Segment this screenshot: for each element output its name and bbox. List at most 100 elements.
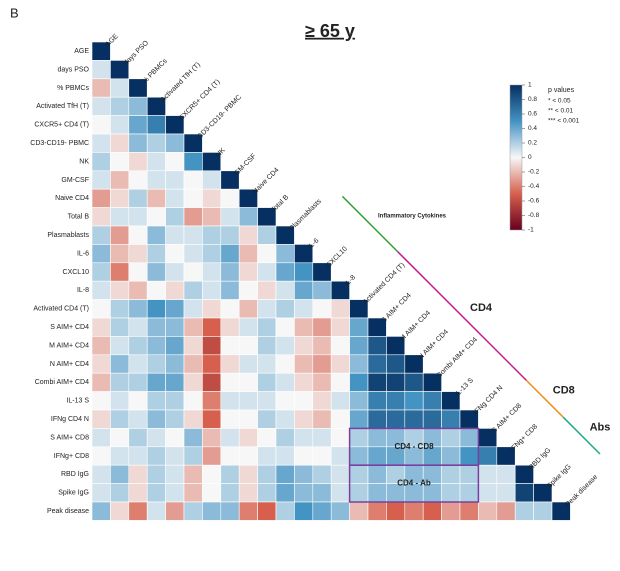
heatmap-cell — [91, 372, 111, 392]
column-label: Spike IgG — [546, 463, 573, 490]
heatmap-cell — [294, 428, 314, 448]
heatmap-cell — [220, 391, 240, 411]
heatmap-cell — [128, 446, 148, 466]
heatmap-cell — [220, 446, 240, 466]
heatmap-cell — [478, 446, 498, 466]
heatmap-cell — [404, 501, 424, 521]
heatmap-cell — [404, 391, 424, 411]
heatmap-cell — [146, 354, 166, 374]
heatmap-cell — [478, 464, 498, 484]
heatmap-cell — [165, 428, 185, 448]
heatmap-cell — [349, 446, 369, 466]
heatmap-cell — [312, 464, 332, 484]
heatmap-cell — [202, 317, 222, 337]
heatmap-cell — [91, 409, 111, 429]
heatmap-cell — [275, 464, 295, 484]
heatmap-cell — [257, 262, 277, 282]
heatmap-cell — [91, 96, 111, 116]
heatmap-cell — [110, 115, 130, 135]
row-label: days PSO — [57, 66, 89, 73]
heatmap-cell — [165, 354, 185, 374]
heatmap-cell — [202, 483, 222, 503]
heatmap-cell — [257, 336, 277, 356]
heatmap-cell — [165, 317, 185, 337]
heatmap-cell — [312, 391, 332, 411]
heatmap-cell — [275, 446, 295, 466]
heatmap-cell — [238, 409, 258, 429]
heatmap-cell — [294, 336, 314, 356]
heatmap-cell — [496, 464, 516, 484]
heatmap-cell — [349, 317, 369, 337]
heatmap-cell — [128, 262, 148, 282]
heatmap-cell — [220, 299, 240, 319]
heatmap-cell — [220, 409, 240, 429]
heatmap-cell — [441, 446, 461, 466]
heatmap-cell — [165, 280, 185, 300]
p-legend-item: * < 0.05 — [548, 98, 571, 105]
heatmap-cell — [128, 170, 148, 190]
colorbar-tick-label: 0.4 — [528, 125, 537, 132]
row-label: Plasmablasts — [47, 232, 89, 239]
heatmap-cell — [202, 244, 222, 264]
heatmap-cell — [146, 262, 166, 282]
heatmap-cell — [91, 225, 111, 245]
column-label: Total B — [270, 194, 290, 214]
colorbar-tick-label: -1 — [528, 227, 534, 234]
heatmap-cell — [183, 280, 203, 300]
column-label: S AIM+ CD4 — [380, 292, 412, 324]
heatmap-cell — [478, 501, 498, 521]
heatmap-cell — [91, 170, 111, 190]
heatmap-cell — [91, 391, 111, 411]
heatmap-cell — [91, 152, 111, 172]
heatmap-cell — [165, 391, 185, 411]
column-label: AGE — [104, 33, 120, 49]
heatmap-cell — [165, 299, 185, 319]
row-label: RBD IgG — [61, 471, 89, 478]
heatmap-cell — [238, 262, 258, 282]
heatmap-cell — [386, 372, 406, 392]
row-label: S AIM+ CD8 — [50, 434, 89, 441]
heatmap-cell — [110, 428, 130, 448]
heatmap-cell — [312, 354, 332, 374]
group-label: CD8 — [553, 385, 575, 397]
heatmap-cell — [91, 60, 111, 80]
heatmap-cell — [257, 483, 277, 503]
heatmap-cell — [275, 244, 295, 264]
heatmap-cell — [183, 483, 203, 503]
heatmap-cell — [220, 501, 240, 521]
heatmap-cell — [257, 317, 277, 337]
heatmap-cell — [202, 188, 222, 208]
heatmap-cell — [459, 428, 479, 448]
heatmap-cell — [202, 446, 222, 466]
heatmap-cell — [257, 299, 277, 319]
heatmap-cell — [202, 336, 222, 356]
row-label: AGE — [74, 48, 89, 55]
row-label: NK — [79, 158, 89, 165]
colorbar-tick-label: -0.6 — [528, 198, 540, 205]
heatmap-cell — [349, 464, 369, 484]
heatmap-cell — [238, 464, 258, 484]
heatmap-cell — [146, 483, 166, 503]
heatmap-cell — [312, 409, 332, 429]
heatmap-cell — [349, 409, 369, 429]
group-line — [397, 251, 527, 381]
heatmap-cell — [91, 336, 111, 356]
heatmap-cell — [202, 409, 222, 429]
row-label: S AIM+ CD4 — [50, 324, 89, 331]
p-legend-title: p values — [548, 87, 575, 94]
heatmap-cell — [533, 501, 553, 521]
heatmap-cell — [146, 133, 166, 153]
heatmap-cell — [146, 336, 166, 356]
heatmap-cell — [238, 428, 258, 448]
heatmap-cell — [128, 501, 148, 521]
heatmap-cell — [496, 483, 516, 503]
heatmap-cell — [183, 170, 203, 190]
heatmap-cell — [367, 409, 387, 429]
column-label: Naive CD4 — [252, 167, 281, 196]
heatmap-cell — [146, 391, 166, 411]
heatmap-cell — [110, 391, 130, 411]
heatmap-cell — [367, 501, 387, 521]
heatmap-cell — [91, 501, 111, 521]
heatmap-cell — [91, 280, 111, 300]
